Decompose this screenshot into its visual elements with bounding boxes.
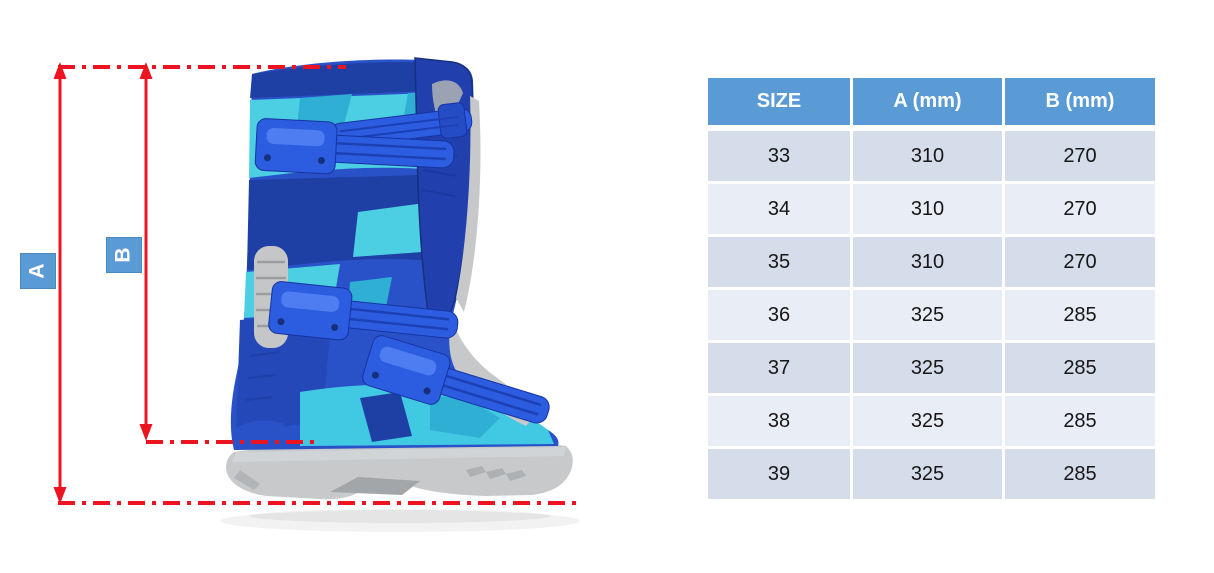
table-cell: 310 xyxy=(853,184,1005,237)
table-row: 37 325 285 xyxy=(708,343,1155,396)
table-row: 36 325 285 xyxy=(708,290,1155,343)
table-cell: 38 xyxy=(708,396,853,449)
table-row: 35 310 270 xyxy=(708,237,1155,290)
dimension-label-b-text: B xyxy=(111,247,135,263)
table-cell: 285 xyxy=(1005,290,1155,343)
table-cell: 285 xyxy=(1005,343,1155,396)
size-table-body: 33 310 270 34 310 270 35 310 270 36 325 285 37 325 285… xyxy=(708,131,1155,502)
dimension-label-a: A xyxy=(20,253,56,289)
table-row: 39 325 285 xyxy=(708,449,1155,502)
column-header-a-mm: A (mm) xyxy=(853,78,1005,131)
table-cell: 325 xyxy=(853,396,1005,449)
dimension-line-b xyxy=(139,62,153,441)
boot-illustration xyxy=(53,57,580,532)
table-cell: 34 xyxy=(708,184,853,237)
boot-buckle-middle xyxy=(268,281,459,341)
measurement-diagram: A B xyxy=(20,57,580,532)
table-cell: 33 xyxy=(708,131,853,184)
table-cell: 285 xyxy=(1005,396,1155,449)
table-row: 34 310 270 xyxy=(708,184,1155,237)
floor-reflection xyxy=(220,509,580,532)
column-header-size: SIZE xyxy=(708,78,853,131)
table-cell: 325 xyxy=(853,449,1005,502)
extension-lines xyxy=(58,65,580,505)
dimension-label-a-text: A xyxy=(25,263,49,279)
table-cell: 37 xyxy=(708,343,853,396)
dimension-line-a xyxy=(53,62,67,504)
boot-sole xyxy=(225,440,573,500)
boot-buckle-upper xyxy=(254,118,455,175)
table-row: 33 310 270 xyxy=(708,131,1155,184)
table-header-row: SIZE A (mm) B (mm) xyxy=(708,78,1155,131)
table-cell: 310 xyxy=(853,237,1005,290)
table-row: 38 325 285 xyxy=(708,396,1155,449)
dimension-label-b: B xyxy=(106,237,142,273)
table-cell: 270 xyxy=(1005,237,1155,290)
table-cell: 35 xyxy=(708,237,853,290)
table-cell: 310 xyxy=(853,131,1005,184)
size-table: SIZE A (mm) B (mm) 33 310 270 34 310 270 35 310… xyxy=(708,78,1155,502)
column-header-b-mm: B (mm) xyxy=(1005,78,1155,131)
table-cell: 270 xyxy=(1005,184,1155,237)
table-cell: 285 xyxy=(1005,449,1155,502)
dimension-lines xyxy=(53,62,580,505)
table-cell: 270 xyxy=(1005,131,1155,184)
table-cell: 39 xyxy=(708,449,853,502)
table-cell: 36 xyxy=(708,290,853,343)
table-cell: 325 xyxy=(853,290,1005,343)
boot-buckle-lower xyxy=(362,335,550,424)
table-cell: 325 xyxy=(853,343,1005,396)
